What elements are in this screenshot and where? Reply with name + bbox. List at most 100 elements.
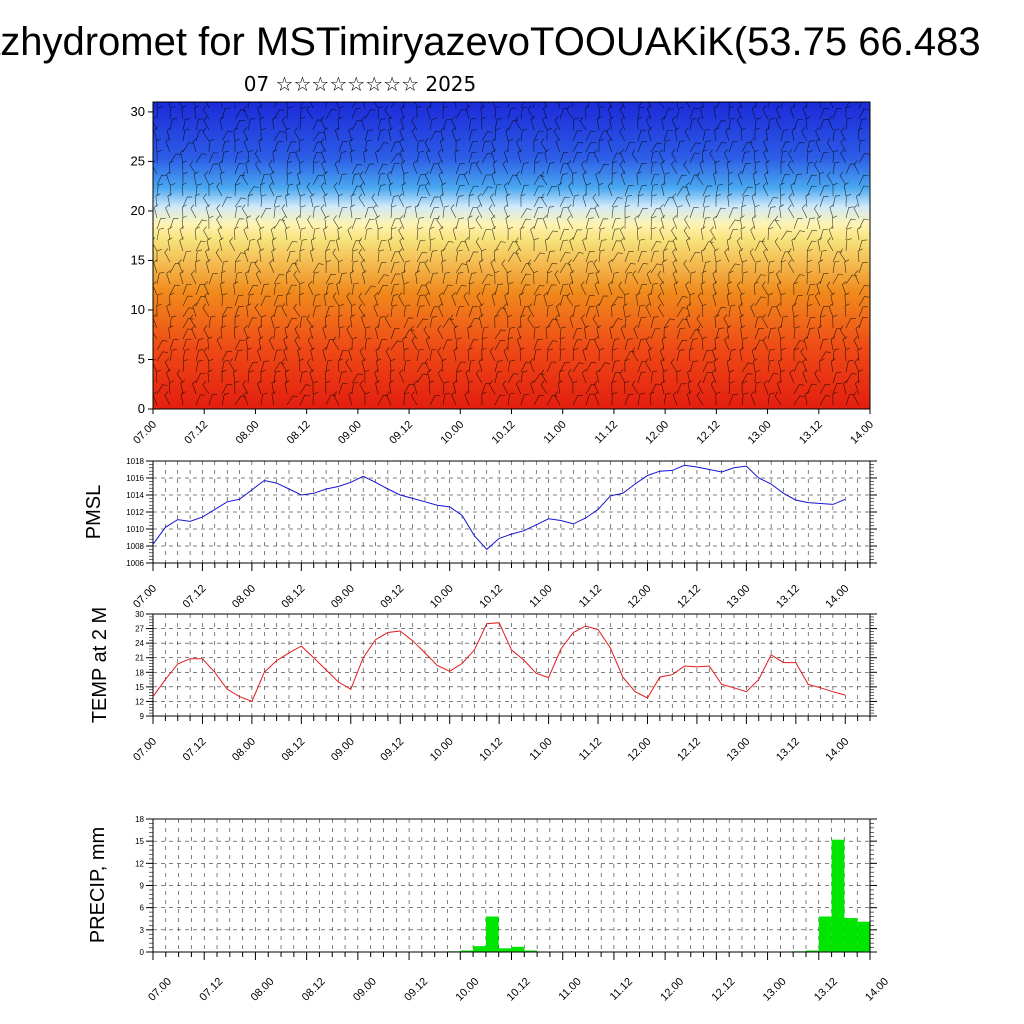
x-tick-label: 10.00 (428, 736, 456, 764)
x-tick-label: 07.00 (131, 583, 159, 611)
y-tick-label: 1008 (126, 542, 144, 551)
x-tick-label: 11.00 (527, 736, 554, 763)
cs-x-tick-label: 09.00 (336, 419, 364, 447)
y-tick-label: 1006 (126, 559, 144, 568)
x-tick-label: 14.00 (863, 976, 891, 1004)
cs-x-tick-label: 14.00 (848, 419, 876, 447)
cs-x-tick-label: 12.12 (695, 419, 723, 447)
x-tick-label: 12.12 (675, 736, 703, 764)
cs-x-tick-label: 08.00 (234, 419, 262, 447)
precip-bar (818, 916, 832, 952)
x-tick-label: 11.00 (527, 583, 554, 610)
cross-section-field (153, 102, 870, 409)
x-tick-label: 07.00 (131, 736, 159, 764)
x-tick-label: 14.00 (823, 736, 851, 764)
pmsl-ylabel: PMSL (83, 485, 105, 539)
x-tick-label: 12.00 (626, 583, 654, 611)
x-tick-label: 08.00 (249, 976, 277, 1004)
x-tick-label: 09.00 (329, 736, 357, 764)
cs-y-tick-label: 20 (131, 203, 145, 218)
x-tick-label: 12.12 (710, 976, 738, 1004)
precip-bar (524, 950, 538, 952)
y-tick-label: 0 (140, 948, 145, 957)
x-tick-label: 12.00 (626, 736, 654, 764)
precip-grid (153, 818, 870, 953)
x-tick-label: 13.00 (725, 583, 753, 611)
cs-x-tick-label: 09.12 (387, 419, 415, 447)
precip-bars (447, 839, 870, 952)
cs-y-tick-label: 0 (138, 401, 145, 416)
chart-title: azhydromet for MSTimiryazevoTOOUAKiK(53.… (0, 20, 981, 64)
cs-x-tick-label: 11.12 (593, 419, 620, 446)
x-tick-label: 09.00 (351, 976, 379, 1004)
cs-y-tick-label: 15 (131, 252, 145, 267)
x-tick-label: 08.00 (230, 736, 258, 764)
x-tick-label: 08.12 (300, 976, 328, 1004)
precip-bar (857, 921, 870, 952)
cs-x-tick-label: 10.12 (490, 419, 518, 447)
x-tick-label: 13.00 (761, 976, 789, 1004)
cs-x-tick-label: 08.12 (285, 419, 313, 447)
x-tick-label: 07.00 (146, 976, 174, 1004)
x-tick-label: 09.12 (378, 583, 406, 611)
precip-ylabel: PRECIP, mm (87, 827, 109, 943)
x-tick-label: 13.12 (774, 583, 802, 611)
precip-axes: 0 3 6 9 12 15 18 07.00 07.12 08.00 08.12 09.00 09.12… (135, 815, 891, 1004)
y-tick-label: 18 (135, 815, 144, 824)
y-tick-label: 9 (140, 882, 145, 891)
cs-y-tick-label: 25 (131, 153, 145, 168)
wind-barb-field (153, 102, 870, 406)
y-tick-label: 1014 (126, 491, 144, 500)
precip-panel: 0 3 6 9 12 15 18 07.00 07.12 08.00 08.12 09.00 09.12… (87, 815, 891, 1004)
x-tick-label: 12.00 (658, 976, 686, 1004)
x-tick-label: 07.12 (197, 976, 225, 1004)
precip-bar (485, 916, 499, 952)
x-tick-label: 09.00 (329, 583, 357, 611)
y-tick-label: 1018 (126, 457, 144, 466)
pmsl-panel: 1006 1008 1010 1012 1014 1016 1018 07.00 07.12 08… (83, 457, 877, 611)
x-tick-label: 07.12 (181, 583, 209, 611)
cross-section-panel: 0 5 10 15 20 25 30 07.00 07.12 08.00 08.12 09.00 09.… (131, 101, 876, 447)
y-tick-label: 12 (135, 697, 144, 706)
x-tick-label: 14.00 (823, 583, 851, 611)
cs-x-tick-label: 10.00 (438, 419, 466, 447)
precip-bar (831, 839, 845, 952)
x-tick-label: 10.12 (477, 583, 505, 611)
y-tick-label: 1012 (126, 508, 144, 517)
y-tick-label: 6 (140, 904, 145, 913)
y-tick-label: 1016 (126, 474, 144, 483)
cs-y-tick-label: 30 (131, 104, 145, 119)
x-tick-label: 08.12 (280, 736, 308, 764)
y-tick-label: 15 (135, 683, 144, 692)
y-tick-label: 12 (135, 859, 144, 868)
cs-x-tick-label: 11.00 (541, 419, 568, 446)
x-tick-label: 12.12 (675, 583, 703, 611)
precip-bar (806, 950, 819, 952)
y-tick-label: 1010 (126, 525, 144, 534)
x-tick-label: 09.12 (378, 736, 406, 764)
chart-subtitle: 07 ☆☆☆☆☆☆☆☆ 2025 (243, 72, 477, 96)
pmsl-axes: 1006 1008 1010 1012 1014 1016 1018 07.00 07.12 08… (126, 457, 877, 611)
precip-bar (511, 946, 525, 952)
precip-bar (844, 918, 858, 952)
cs-x-tick-label: 13.00 (746, 419, 774, 447)
temp-frame (152, 613, 871, 717)
temp-line (152, 622, 846, 703)
cs-x-tick-label: 07.00 (131, 419, 159, 447)
pmsl-grid (153, 460, 870, 564)
x-tick-label: 08.12 (280, 583, 308, 611)
y-tick-label: 24 (135, 639, 144, 648)
precip-bar (460, 950, 474, 952)
x-tick-label: 10.00 (428, 583, 456, 611)
y-tick-label: 27 (135, 625, 144, 634)
x-tick-label: 11.12 (577, 583, 604, 610)
x-tick-label: 13.00 (725, 736, 753, 764)
x-tick-label: 07.12 (181, 736, 209, 764)
y-tick-label: 9 (140, 712, 145, 721)
wind-barbs (153, 102, 870, 406)
precip-bar (473, 946, 486, 952)
cs-x-tick-label: 07.12 (182, 419, 210, 447)
x-tick-label: 11.12 (577, 736, 604, 763)
cs-y-tick-label: 5 (138, 351, 145, 366)
cs-x-tick-label: 13.12 (797, 419, 825, 447)
